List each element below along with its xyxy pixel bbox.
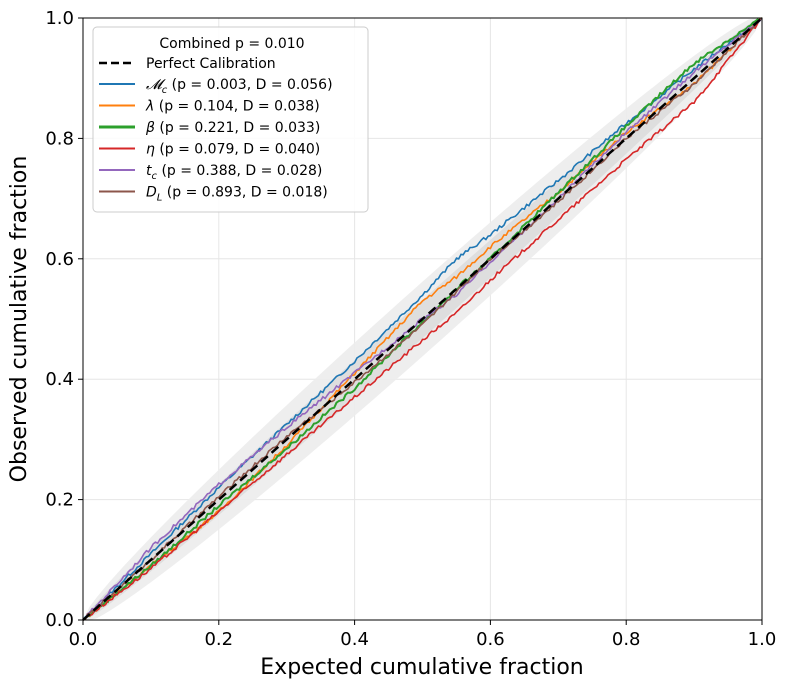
legend-box bbox=[92, 26, 369, 213]
axes-frame bbox=[82, 17, 763, 621]
legend-label-5: DL (p = 0.893, D = 0.018) bbox=[146, 185, 328, 204]
legend-label-reference: Perfect Calibration bbox=[146, 56, 276, 72]
legend-label-1: λ (p = 0.104, D = 0.038) bbox=[145, 99, 320, 115]
legend-label-4: tc (p = 0.388, D = 0.028) bbox=[146, 163, 322, 182]
x-tick-label: 0.0 bbox=[69, 629, 98, 650]
perfect-calibration-line bbox=[82, 17, 763, 621]
y-tick-label: 0.8 bbox=[45, 128, 74, 149]
x-axis-label: Expected cumulative fraction bbox=[260, 655, 583, 680]
legend-label-3: η (p = 0.079, D = 0.040) bbox=[146, 142, 320, 158]
y-tick-label: 0.4 bbox=[45, 369, 74, 390]
series-lines bbox=[82, 17, 763, 621]
x-tick-label: 0.8 bbox=[612, 629, 641, 650]
y-tick-label: 1.0 bbox=[45, 8, 74, 29]
legend-title: Combined p = 0.010 bbox=[159, 36, 304, 52]
y-tick-label: 0.0 bbox=[45, 610, 74, 631]
y-tick-label: 0.2 bbox=[45, 490, 74, 511]
x-tick-label: 1.0 bbox=[748, 629, 777, 650]
y-axis-label: Observed cumulative fraction bbox=[7, 156, 32, 483]
series-line-3 bbox=[82, 17, 763, 621]
x-tick-label: 0.2 bbox=[204, 629, 233, 650]
ticks: 0.00.0 0.2 0.2 0.4 0.4 0.6 0.6 0.8 0.8 1.0 1.0 bbox=[45, 8, 776, 650]
y-tick-label: 0.6 bbox=[45, 249, 74, 270]
series-line-5 bbox=[82, 17, 763, 621]
series-line-2 bbox=[82, 17, 763, 621]
legend-label-0: 𝓜c (p = 0.003, D = 0.056) bbox=[146, 77, 333, 96]
x-tick-label: 0.4 bbox=[340, 629, 369, 650]
legend-label-2: β (p = 0.221, D = 0.033) bbox=[145, 120, 320, 136]
x-tick-label: 0.6 bbox=[476, 629, 505, 650]
legend: Combined p = 0.010 Perfect Calibration 𝓜c … bbox=[92, 26, 369, 213]
